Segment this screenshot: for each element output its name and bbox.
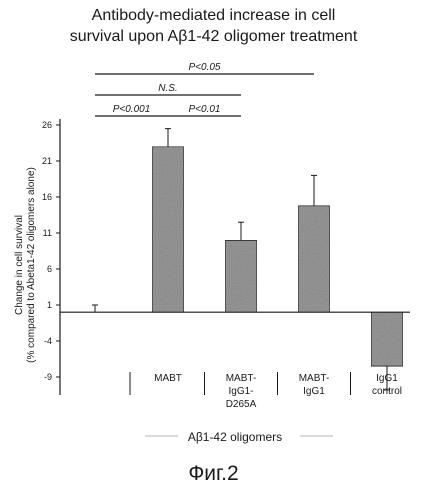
category-label: control (372, 386, 402, 397)
significance-label: N.S. (158, 83, 177, 94)
category-label: MABT- (299, 373, 330, 384)
category-label: IgG1 (303, 386, 325, 397)
significance-label: P<0.01 (189, 104, 221, 115)
bar (298, 206, 330, 313)
y-tick-label: -9 (44, 372, 52, 382)
y-axis-label-line-2: (% compared to Abeta1-42 oligomers alone… (26, 167, 37, 363)
y-tick-label: 11 (43, 228, 52, 238)
y-tick-label: 16 (42, 192, 52, 202)
category-label: IgG1- (228, 386, 253, 397)
significance-label: P<0.05 (189, 62, 221, 73)
category-label: MABT- (226, 373, 257, 384)
significance-label: P<0.001 (113, 104, 151, 115)
y-tick-label: 26 (42, 120, 52, 130)
figure-caption: Фиг.2 (0, 462, 427, 486)
labels: -9-41611162126Change in cell survival(% … (14, 120, 402, 444)
y-axis-label-line-1: Change in cell survival (14, 215, 25, 315)
y-tick-label: -4 (44, 336, 52, 346)
significance-brackets: P<0.05 N.S. P<0.001 P<0.01 (95, 62, 314, 116)
y-tick-label: 6 (47, 264, 52, 274)
category-label: D265A (226, 399, 257, 410)
bar (225, 240, 257, 312)
category-label: IgG1 (376, 373, 398, 384)
x-axis-label: Aβ1-42 oligomers (188, 430, 282, 444)
y-tick-label: 1 (47, 300, 52, 310)
bars (92, 129, 403, 390)
bar (152, 147, 184, 313)
bar (371, 312, 403, 366)
y-tick-label: 21 (42, 156, 52, 166)
category-label: MABT (154, 373, 182, 384)
